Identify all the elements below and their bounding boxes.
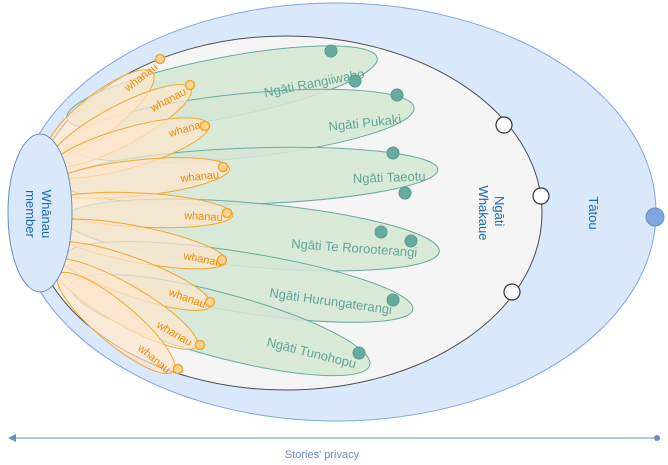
whanau-dot-7 [204, 296, 216, 308]
hapu-dot-6 [374, 225, 388, 239]
tatou-dot [645, 207, 665, 227]
hapu-dot-1 [324, 44, 338, 58]
hapu-dot-5 [398, 186, 412, 200]
hapu-dot-4 [386, 146, 400, 160]
hapu-dot-7 [404, 234, 418, 248]
hapu-dot-2 [348, 74, 362, 88]
hapu-dot-8 [386, 293, 400, 307]
hapu-label-taeotu: Ngāti Taeotu [353, 168, 426, 186]
tatou-label: Tātou [586, 196, 601, 229]
whakaue-dot-3 [503, 283, 521, 301]
whanau-dot-9 [172, 363, 184, 375]
whakaue-label: Ngāti Whakaue [476, 186, 507, 241]
whanau-dot-4 [217, 161, 229, 173]
whakaue-dot-2 [532, 187, 550, 205]
hapu-dot-3 [390, 88, 404, 102]
privacy-arrow-head [8, 434, 16, 442]
hapu-dot-9 [352, 346, 366, 360]
whanau-dot-8 [194, 339, 206, 351]
whanau-group [45, 69, 234, 375]
whanau-dot-6 [216, 254, 228, 266]
whanau-dot-1 [154, 53, 166, 65]
privacy-label: Stories' privacy [285, 449, 360, 461]
privacy-arrow-end [654, 435, 660, 441]
whanau-label-4: whanau [179, 169, 220, 185]
whakaue-dot-1 [495, 116, 513, 134]
whanau-dot-5 [221, 207, 233, 219]
whanau-label-5: whanau [183, 210, 223, 224]
whanau-member-ellipse [7, 133, 73, 293]
whanau-member-label: Whānaumember [23, 190, 54, 239]
whanau-dot-2 [184, 79, 196, 91]
whanau-dot-3 [199, 120, 211, 132]
